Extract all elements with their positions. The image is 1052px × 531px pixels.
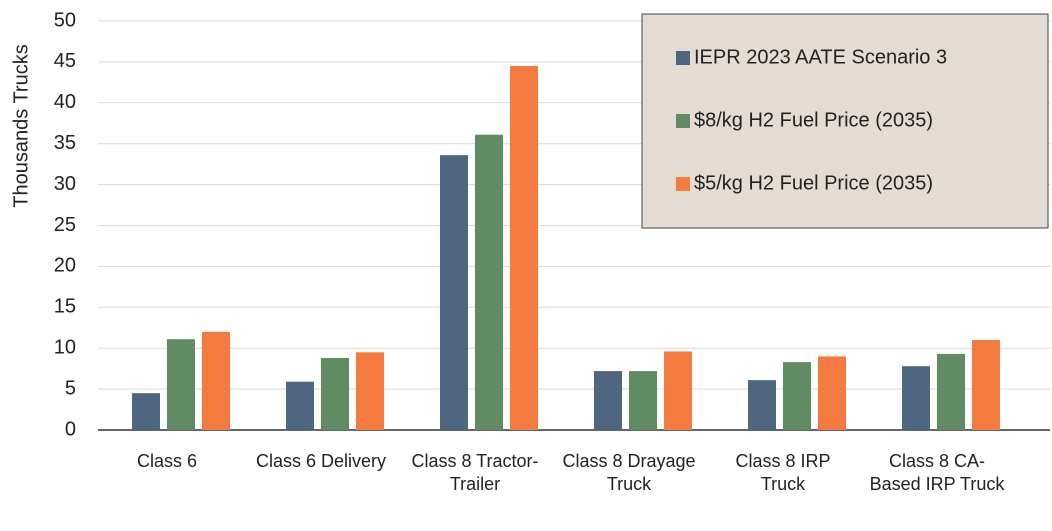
legend-label: IEPR 2023 AATE Scenario 3	[694, 46, 947, 68]
x-tick-label: Class 8 Drayage Truck	[562, 451, 696, 494]
x-tick-label: Class 6 Delivery	[255, 451, 387, 471]
legend-swatch	[676, 114, 690, 128]
x-tick-label: Class 8 CA-Based IRP Truck	[869, 451, 1005, 494]
bar	[937, 353, 965, 430]
y-tick-label: 40	[54, 91, 76, 113]
y-tick-label: 45	[54, 50, 76, 72]
legend-label: $5/kg H2 Fuel Price (2035)	[694, 172, 933, 194]
bar	[594, 371, 622, 430]
y-tick-label: 0	[65, 418, 76, 440]
y-tick-label: 15	[54, 296, 76, 318]
x-tick-label: Class 8 IRP Truck	[735, 451, 831, 494]
y-axis-label: Thousands Trucks	[10, 44, 32, 207]
y-tick-label: 35	[54, 132, 76, 154]
bar	[510, 65, 538, 431]
bar	[664, 351, 692, 430]
bar	[286, 381, 314, 430]
x-tick-label: Class 6	[136, 451, 198, 471]
legend-label: $8/kg H2 Fuel Price (2035)	[694, 109, 933, 131]
y-tick-label: 25	[54, 214, 76, 236]
bar	[972, 340, 1000, 430]
bar	[321, 358, 349, 430]
legend-box	[641, 13, 1049, 229]
legend-swatch	[676, 177, 690, 191]
bar	[475, 134, 503, 430]
x-tick-label: Class 8 Tractor-Trailer	[411, 451, 539, 494]
bar	[783, 362, 811, 430]
bar	[629, 371, 657, 430]
y-tick-label: 10	[54, 336, 76, 358]
y-tick-label: 30	[54, 173, 76, 195]
y-tick-label: 20	[54, 255, 76, 277]
bar	[818, 356, 846, 430]
bar	[202, 331, 230, 430]
bar	[167, 339, 195, 430]
bar	[440, 155, 468, 431]
bar	[902, 366, 930, 430]
bar	[132, 393, 160, 430]
y-tick-label: 50	[54, 9, 76, 31]
bar	[356, 352, 384, 430]
bar	[748, 380, 776, 430]
legend-swatch	[676, 51, 690, 65]
y-tick-label: 5	[65, 377, 76, 399]
